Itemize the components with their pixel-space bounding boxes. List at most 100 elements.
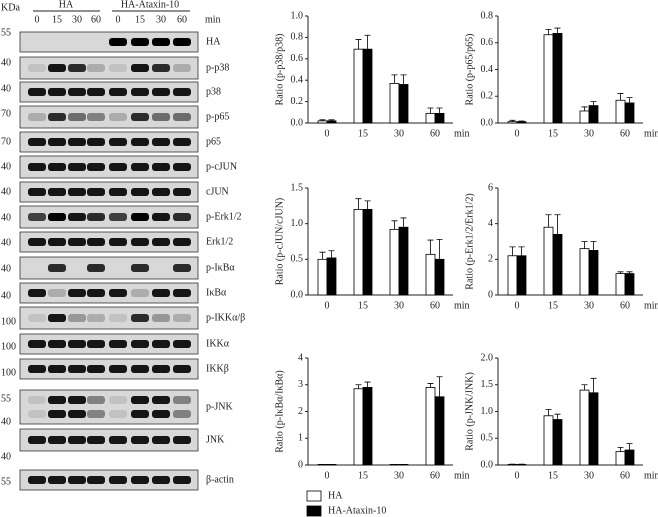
band <box>131 238 149 246</box>
band <box>131 476 149 484</box>
band <box>109 396 127 404</box>
y-axis-label: Ratio (p-p38/p38) <box>274 34 285 106</box>
band <box>109 476 127 484</box>
band <box>68 436 86 444</box>
y-tick-label: 0.2 <box>291 96 304 107</box>
mw-marker: 100 <box>1 316 16 327</box>
band <box>87 314 105 322</box>
row-label: IκBα <box>206 287 227 298</box>
band <box>28 213 46 221</box>
band <box>48 163 66 171</box>
bar <box>552 233 563 296</box>
x-unit-label: min <box>454 128 470 139</box>
band <box>173 38 191 46</box>
mw-marker: 40 <box>1 57 11 68</box>
band <box>173 314 191 322</box>
group-label: HA-Ataxin-10 <box>121 0 179 10</box>
bar <box>588 250 599 296</box>
y-tick-label: 6 <box>488 182 493 193</box>
x-tick-label: 30 <box>584 300 594 311</box>
bar <box>425 387 436 466</box>
bar <box>434 258 445 296</box>
y-tick-label: 1.5 <box>481 379 494 390</box>
error-bar <box>581 241 588 249</box>
band <box>152 163 170 171</box>
y-axis-label: Ratio (p-p65/p65) <box>464 34 475 106</box>
bar <box>317 258 328 296</box>
y-tick-label: 0.0 <box>481 459 494 470</box>
band <box>152 476 170 484</box>
band <box>87 113 105 121</box>
row-label: HA <box>206 36 221 47</box>
error-bar <box>319 251 326 260</box>
bar <box>588 105 599 124</box>
band <box>68 188 86 196</box>
error-bar <box>518 246 525 256</box>
y-axis-label: Ratio (p-Erk1/2/Erk1/2) <box>464 193 475 289</box>
band <box>109 38 127 46</box>
row-label: p65 <box>206 136 221 147</box>
time-label: 60 <box>91 14 101 25</box>
band <box>28 64 46 72</box>
x-unit-label: min <box>644 300 658 311</box>
band <box>48 188 66 196</box>
band <box>87 289 105 297</box>
error-bar <box>581 384 588 391</box>
band <box>48 213 66 221</box>
mw-marker: 40 <box>1 212 11 223</box>
y-tick-label: 4 <box>488 218 493 229</box>
band <box>68 410 86 418</box>
row-label: p38 <box>206 86 221 97</box>
band <box>68 88 86 96</box>
band <box>109 314 127 322</box>
band <box>48 396 66 404</box>
error-bar <box>391 220 398 230</box>
mw-marker: 40 <box>1 451 11 462</box>
error-bar <box>509 119 516 122</box>
y-tick-label: 0 <box>298 459 303 470</box>
x-tick-label: 60 <box>430 470 440 481</box>
band <box>87 213 105 221</box>
band <box>109 213 127 221</box>
band <box>28 88 46 96</box>
row-label: IKKα <box>206 338 230 349</box>
error-bar <box>617 446 624 452</box>
band <box>48 64 66 72</box>
blot-strip <box>19 56 199 80</box>
bar <box>507 255 518 296</box>
x-tick-label: 30 <box>584 470 594 481</box>
band <box>28 396 46 404</box>
band <box>173 163 191 171</box>
error-bar <box>328 119 335 121</box>
error-bar <box>590 241 597 251</box>
band <box>152 365 170 373</box>
error-bar <box>400 217 407 228</box>
bar <box>552 419 563 466</box>
band <box>173 476 191 484</box>
band <box>152 38 170 46</box>
x-unit-label: min <box>454 300 470 311</box>
band <box>131 213 149 221</box>
error-bar <box>328 250 335 258</box>
y-tick-label: 2 <box>298 406 303 417</box>
mw-marker: 70 <box>1 108 11 119</box>
band <box>28 436 46 444</box>
band <box>28 138 46 146</box>
mw-marker: 40 <box>1 186 11 197</box>
band <box>28 188 46 196</box>
band <box>68 238 86 246</box>
band <box>68 340 86 348</box>
band <box>68 289 86 297</box>
mw-marker: 100 <box>1 367 16 378</box>
time-label: 15 <box>135 14 145 25</box>
error-bar <box>355 198 362 210</box>
x-tick-label: 15 <box>358 470 368 481</box>
time-label: 0 <box>35 14 40 25</box>
y-tick-label: 0.5 <box>291 254 304 265</box>
y-tick-label: 1 <box>298 433 303 444</box>
band <box>173 213 191 221</box>
error-bar <box>581 106 588 111</box>
x-tick-label: 30 <box>394 470 404 481</box>
band <box>48 314 66 322</box>
error-bar <box>545 28 552 35</box>
